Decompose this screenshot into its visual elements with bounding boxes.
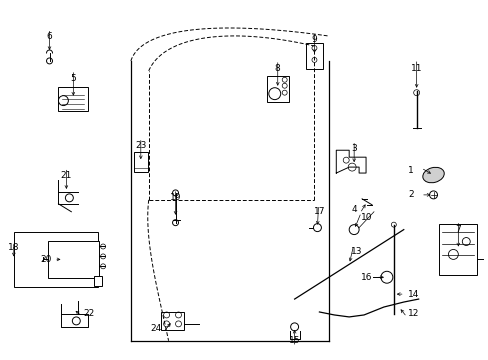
Bar (266, 76, 288, 102)
Text: 23: 23 (135, 141, 146, 150)
Text: 8: 8 (274, 64, 280, 73)
Text: 22: 22 (83, 310, 95, 319)
Ellipse shape (422, 167, 443, 183)
Text: 6: 6 (46, 32, 52, 41)
Text: 5: 5 (70, 74, 76, 83)
Text: 1: 1 (407, 166, 413, 175)
Bar (305, 43, 323, 69)
Text: 9: 9 (311, 35, 317, 44)
Text: 4: 4 (350, 205, 356, 214)
Text: 24: 24 (150, 324, 161, 333)
Bar (59, 87, 88, 111)
Bar (161, 312, 184, 330)
Text: 21: 21 (61, 171, 72, 180)
Text: 12: 12 (407, 310, 419, 319)
Bar (439, 224, 476, 275)
Text: 11: 11 (410, 64, 422, 73)
Text: 20: 20 (41, 255, 52, 264)
Text: 7: 7 (454, 225, 460, 234)
Text: 10: 10 (361, 213, 372, 222)
Text: 14: 14 (407, 289, 419, 298)
Text: 18: 18 (8, 243, 20, 252)
Text: 17: 17 (313, 207, 325, 216)
Bar (94, 276, 102, 286)
Text: 15: 15 (288, 336, 300, 345)
Text: 16: 16 (361, 273, 372, 282)
Bar (14, 232, 98, 287)
Text: 19: 19 (169, 193, 181, 202)
Bar (47, 240, 99, 278)
Bar (134, 152, 147, 172)
Text: 2: 2 (407, 190, 413, 199)
Text: 3: 3 (350, 144, 356, 153)
Text: 13: 13 (351, 247, 362, 256)
